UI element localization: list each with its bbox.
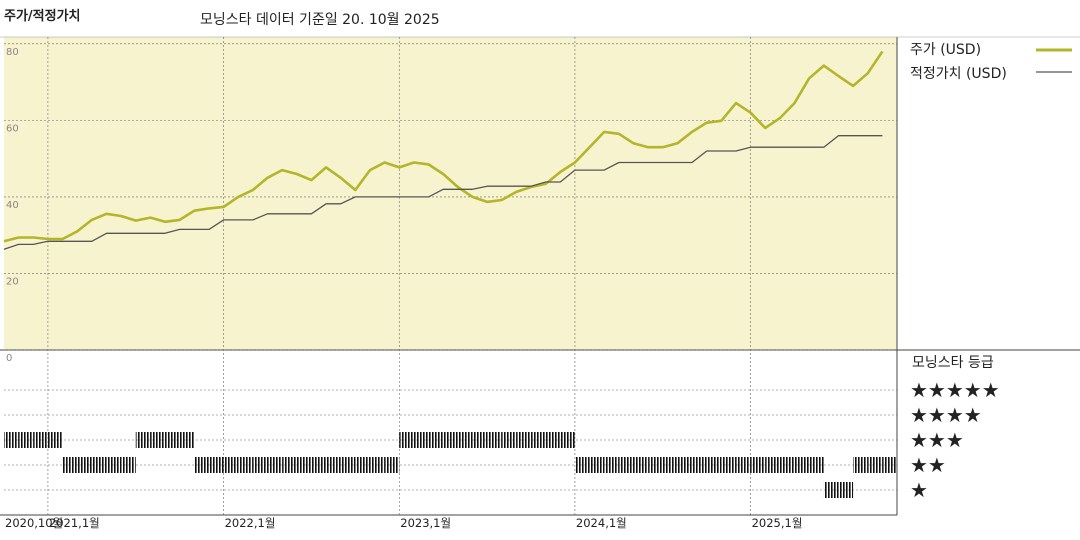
series-line: [3, 135, 883, 250]
rating-bar: [531, 432, 546, 448]
rating-bar: [735, 457, 751, 473]
rating-bar: [252, 457, 268, 473]
rating-bar: [106, 457, 122, 473]
rating-bar: [62, 457, 78, 473]
rating-bar: [238, 457, 253, 473]
rating-bar: [648, 457, 663, 473]
rating-bar: [311, 457, 327, 473]
rating-level-label: ★★★: [910, 428, 964, 452]
rating-bar: [267, 457, 283, 473]
x-tick-label: 2025,1월: [752, 516, 803, 530]
rating-bar: [706, 457, 722, 473]
rating-bar: [853, 457, 868, 473]
rating-bar: [428, 432, 444, 448]
rating-bar: [340, 457, 356, 473]
x-tick-label: 2024,1월: [576, 516, 627, 530]
rating-bar: [413, 432, 429, 448]
legend-label: 주가 (USD): [910, 42, 981, 58]
y-tick-label: 20: [6, 276, 19, 287]
rating-bar: [867, 457, 883, 473]
rating-title: 모닝스타 등급: [912, 355, 994, 371]
series-line: [3, 50, 884, 243]
rating-level-label: ★★★★★: [910, 378, 1000, 402]
rating-bar: [443, 432, 458, 448]
rating-bar: [750, 457, 766, 473]
rating-bar: [589, 457, 605, 473]
rating-bar: [501, 432, 517, 448]
rating-bar: [604, 457, 619, 473]
rating-bar: [121, 457, 136, 473]
rating-bar: [823, 482, 839, 498]
rating-bar: [47, 432, 63, 448]
rating-bar: [179, 432, 195, 448]
chart-subtitle: 모닝스타 데이터 기준일 20. 10월 2025: [200, 12, 440, 28]
rating-level-label: ★★: [910, 453, 946, 477]
plot-background: [4, 37, 897, 350]
rating-bar: [33, 432, 48, 448]
rating-bar: [135, 432, 151, 448]
rating-bar: [208, 457, 224, 473]
rating-bar: [487, 432, 502, 448]
rating-bar: [838, 482, 854, 498]
rating-bar: [77, 457, 92, 473]
rating-bar: [633, 457, 649, 473]
rating-bar: [618, 457, 634, 473]
rating-bar: [194, 457, 209, 473]
rating-level-label: ★★★★: [910, 403, 982, 427]
rating-bar: [4, 432, 19, 448]
x-tick-label: 2022,1월: [225, 516, 276, 530]
rating-bar: [472, 432, 488, 448]
y-tick-label: 40: [6, 200, 19, 211]
rating-bar: [560, 432, 575, 448]
rating-bar: [662, 457, 678, 473]
rating-bar: [384, 457, 400, 473]
x-tick-label: 2023,1월: [400, 516, 451, 530]
rating-bar: [677, 457, 693, 473]
rating-bar: [165, 432, 180, 448]
rating-bar: [399, 432, 414, 448]
rating-bar: [779, 457, 795, 473]
rating-bar: [296, 457, 312, 473]
y-tick-label: 0: [6, 353, 12, 364]
rating-bar: [721, 457, 736, 473]
rating-bar: [326, 457, 341, 473]
rating-bar: [369, 457, 385, 473]
rating-bar: [355, 457, 370, 473]
rating-level-label: ★: [910, 478, 928, 502]
rating-bar: [282, 457, 297, 473]
rating-bar: [809, 457, 824, 473]
legend-label: 적정가치 (USD): [910, 66, 1007, 82]
rating-bar: [574, 457, 590, 473]
rating-bar: [91, 457, 107, 473]
y-tick-label: 80: [6, 47, 19, 58]
chart-title: 주가/적정가치: [4, 8, 81, 24]
x-tick-label: 2020,10월: [5, 516, 63, 530]
rating-bar: [882, 457, 897, 473]
rating-bar: [516, 432, 532, 448]
rating-bar: [692, 457, 707, 473]
x-tick-label: 2021,1월: [49, 516, 100, 530]
y-tick-label: 60: [6, 123, 19, 134]
rating-bar: [223, 457, 239, 473]
rating-bar: [545, 432, 561, 448]
rating-bar: [794, 457, 810, 473]
rating-bar: [150, 432, 166, 448]
rating-bar: [765, 457, 780, 473]
rating-bar: [457, 432, 473, 448]
rating-bar: [18, 432, 34, 448]
